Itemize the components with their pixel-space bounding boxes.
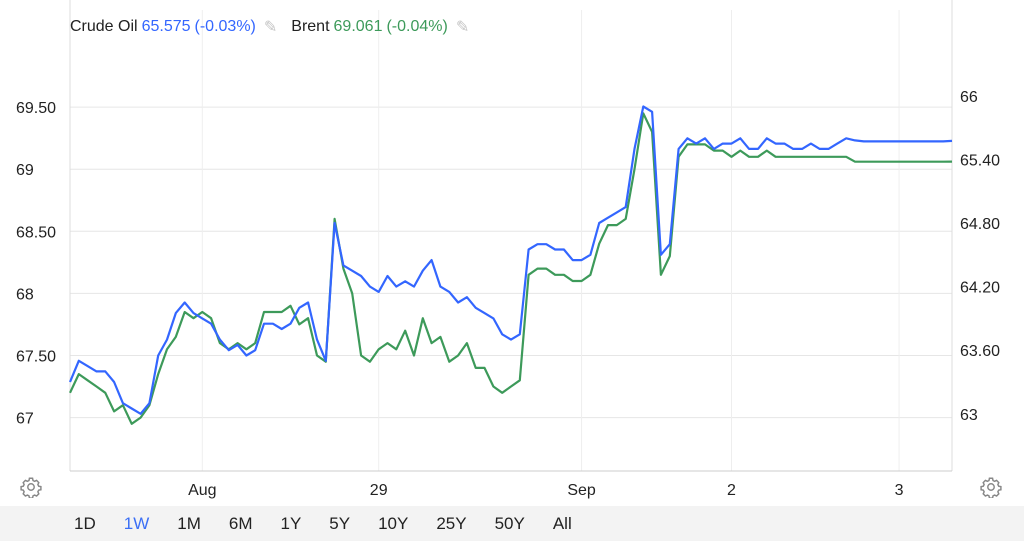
range-button-6m[interactable]: 6M [225, 514, 257, 534]
legend-value-brent: 69.061 [333, 18, 383, 35]
left-settings-gear-icon[interactable] [20, 476, 42, 499]
legend-change-crude-oil: (-0.03%) [194, 18, 256, 35]
legend-item-crude-oil[interactable]: Crude Oil 65.575 (-0.03%) ✎ [70, 17, 277, 37]
legend-change-brent: (-0.04%) [386, 18, 448, 35]
range-button-5y[interactable]: 5Y [325, 514, 354, 534]
edit-pencil-icon[interactable]: ✎ [263, 19, 278, 36]
right-axis-tick-label: 64.80 [960, 216, 1000, 233]
range-button-50y[interactable]: 50Y [491, 514, 529, 534]
range-button-10y[interactable]: 10Y [374, 514, 412, 534]
right-axis-tick-label: 66 [960, 89, 978, 106]
range-button-1m[interactable]: 1M [173, 514, 205, 534]
right-axis-tick-label: 65.40 [960, 152, 1000, 169]
x-axis-tick-label: 29 [370, 482, 388, 499]
legend-value-crude-oil: 65.575 [141, 18, 191, 35]
x-axis-tick-label: Aug [188, 482, 216, 499]
range-button-25y[interactable]: 25Y [432, 514, 470, 534]
range-button-1y[interactable]: 1Y [276, 514, 305, 534]
right-settings-gear-icon[interactable] [980, 476, 1002, 499]
time-range-bar: 1D 1W 1M 6M 1Y 5Y 10Y 25Y 50Y All [0, 506, 1024, 541]
x-axis-tick-label: 3 [895, 482, 904, 499]
x-axis-tick-label: Sep [567, 482, 596, 499]
left-axis-tick-label: 67 [16, 411, 34, 428]
legend-item-brent[interactable]: Brent 69.061 (-0.04%) ✎ [291, 17, 469, 37]
range-button-all[interactable]: All [549, 514, 576, 534]
left-axis-tick-label: 67.50 [16, 348, 56, 365]
price-chart[interactable]: 67 67.50 68 68.50 69 69.50 63 63.60 64.20 64.80 65… [0, 0, 1024, 506]
series-line-crude-oil [68, 105, 953, 415]
chart-legend: Crude Oil 65.575 (-0.03%) ✎ Brent 69.061… [70, 15, 483, 39]
right-axis-tick-label: 64.20 [960, 280, 1000, 297]
range-button-1d[interactable]: 1D [70, 514, 100, 534]
left-axis-tick-label: 68.50 [16, 224, 56, 241]
left-axis-tick-label: 69.50 [16, 100, 56, 117]
right-axis-tick-label: 63.60 [960, 343, 1000, 360]
edit-pencil-icon[interactable]: ✎ [455, 19, 470, 36]
legend-name-brent: Brent [291, 18, 330, 35]
legend-name-crude-oil: Crude Oil [70, 18, 138, 35]
x-axis-tick-label: 2 [727, 482, 736, 499]
left-axis-tick-label: 68 [16, 286, 34, 303]
range-button-1w[interactable]: 1W [120, 514, 154, 534]
left-axis-tick-label: 69 [16, 162, 34, 179]
right-axis-tick-label: 63 [960, 407, 978, 424]
